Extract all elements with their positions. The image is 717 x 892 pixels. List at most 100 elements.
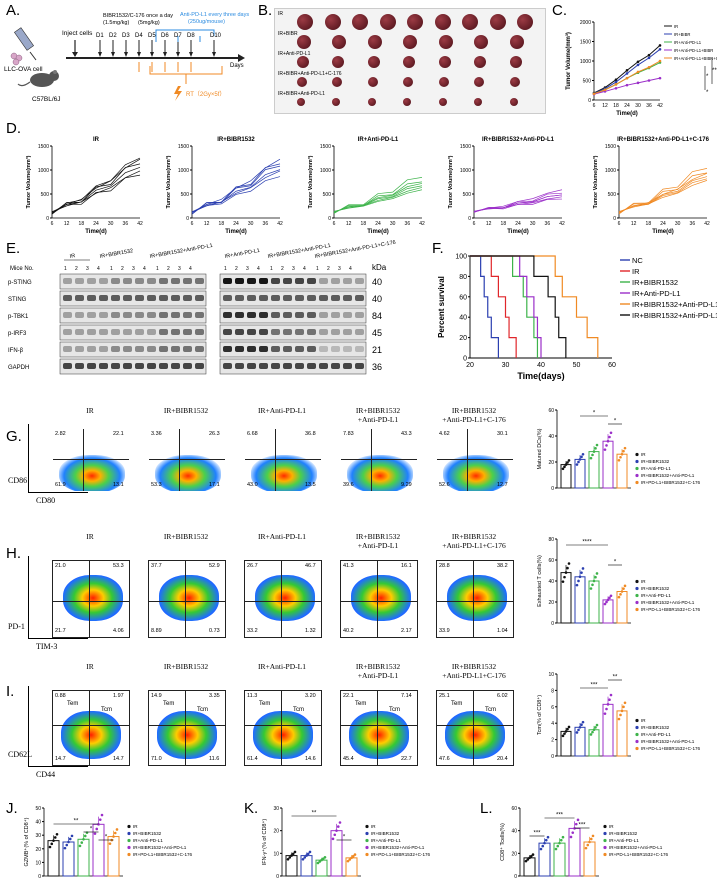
y-tick-label: 60 xyxy=(459,294,467,301)
flow-plot: 3.36 26.3 53.3 17.1 xyxy=(148,428,226,492)
x-tick-label: 6 xyxy=(333,221,336,227)
quadrant-gate xyxy=(341,459,417,460)
blot-band xyxy=(75,295,84,301)
quadrant-gate xyxy=(281,691,282,765)
data-point xyxy=(567,459,571,462)
tumor-specimen xyxy=(407,14,424,30)
data-point xyxy=(108,842,112,845)
blot-band xyxy=(271,346,280,352)
quadrant-gate xyxy=(377,691,378,765)
flow-plot-title: IR+BIBR1532 +Anti-PD-L1+C-176 xyxy=(442,406,506,424)
y-tick-label: 100 xyxy=(455,254,467,261)
x-tick-label: 42 xyxy=(419,221,425,227)
x-axis-label: Time(d) xyxy=(507,229,529,235)
x-tick-label: 42 xyxy=(657,103,663,109)
blot-band xyxy=(111,363,120,369)
density-cloud xyxy=(255,575,315,621)
data-point xyxy=(556,844,560,848)
bar xyxy=(574,576,586,624)
data-point xyxy=(609,594,613,598)
flow-x-label: CD80 xyxy=(36,496,56,505)
quadrant-gate xyxy=(89,561,90,637)
day-arrowhead xyxy=(124,52,128,57)
tumor-specimen xyxy=(332,35,347,49)
tumor-row-label: IR xyxy=(278,11,283,17)
x-tick-label: 6 xyxy=(593,103,596,109)
quadrant-value: 17.1 xyxy=(209,482,220,488)
quadrant-gate xyxy=(437,725,513,726)
y-tick-label: 40 xyxy=(459,315,467,322)
data-point xyxy=(561,835,565,839)
panel-g-flow: 2.82 22.1 61.9 13.1 IR 3.36 26.3 53.3 17.1 IR+BIB… xyxy=(0,390,525,510)
quadrant-value: 39.6 xyxy=(343,482,354,488)
legend-label: IR+Anti-PD-L1 xyxy=(632,289,681,298)
blot-row-label: p-IRF3 xyxy=(8,331,27,337)
data-point xyxy=(589,587,593,590)
density-cloud xyxy=(349,711,409,759)
quadrant-value: 46.7 xyxy=(305,563,316,569)
quadrant-value: 3.36 xyxy=(151,431,162,437)
flow-y-label: PD-1 xyxy=(8,622,25,631)
legend-dot xyxy=(635,718,639,723)
data-point xyxy=(614,78,618,82)
quadrant-value: 14.9 xyxy=(151,693,162,699)
data-point xyxy=(574,822,578,826)
data-point xyxy=(350,856,353,860)
blot-band xyxy=(259,312,268,318)
data-point xyxy=(606,703,610,706)
data-point xyxy=(563,732,566,735)
data-point xyxy=(70,834,74,838)
data-point xyxy=(83,834,87,838)
tumor-specimen xyxy=(462,14,479,30)
y-tick-label: 60 xyxy=(548,558,554,564)
data-point xyxy=(113,831,117,835)
quadrant-value: 22.1 xyxy=(343,693,354,699)
quadrant-value: 71.0 xyxy=(151,756,162,762)
flow-plot-title: IR xyxy=(86,532,94,541)
tumor-specimen xyxy=(332,77,343,87)
data-point xyxy=(581,452,585,456)
panel-label-h: H. xyxy=(6,545,21,562)
legend-dot xyxy=(603,824,607,829)
quadrant-value: 30.1 xyxy=(497,431,508,437)
tem-label: Tem xyxy=(355,701,367,707)
blot-band xyxy=(195,346,204,352)
legend-label: IR+BIBR1532+Anti-PD-L1+C-176 xyxy=(632,311,717,320)
y-tick-label: 0 xyxy=(328,216,331,222)
y-tick-label: 500 xyxy=(583,79,592,85)
sig-label: * xyxy=(90,827,93,833)
blot-band xyxy=(63,329,72,335)
flow-plot-title: IR+BIBR1532 xyxy=(163,406,209,415)
mouse-curve xyxy=(51,174,141,214)
x-tick-label: 18 xyxy=(501,221,507,227)
quadrant-value: 45.4 xyxy=(343,756,354,762)
x-tick-label: 60 xyxy=(608,362,616,369)
data-point xyxy=(605,444,608,447)
density-cloud xyxy=(63,575,123,621)
data-point xyxy=(591,730,594,734)
mouse-curve xyxy=(191,165,281,215)
tumor-specimen xyxy=(438,35,453,49)
blot-band xyxy=(123,312,132,318)
drug1c-label: (5mg/kg) xyxy=(138,20,160,26)
panel-c-chart: 0 500 1000 1500 2000 6 12 18 24 30 36 42 Time(d) Tumo… xyxy=(560,14,717,122)
data-point xyxy=(636,60,640,64)
quadrant-value: 33.9 xyxy=(439,628,450,634)
data-point xyxy=(619,713,622,717)
y-tick-label: 6 xyxy=(551,705,554,711)
blot-band xyxy=(331,346,340,352)
bar xyxy=(568,827,581,877)
quadrant-gate xyxy=(377,561,378,637)
legend-label: IR+BIBR1532+Anti-PD-L1 xyxy=(641,473,695,478)
tumor-row-label: IR+Anti-PD-L1 xyxy=(278,51,311,57)
y-tick-label: 1500 xyxy=(605,144,616,150)
quadrant-gate xyxy=(149,601,225,602)
y-tick-label: 1500 xyxy=(38,144,49,150)
y-axis-label: Tumor Volume(mm³) xyxy=(447,155,454,208)
legend-label: IR+BIBR1532+Anti-PD-L1 xyxy=(641,600,695,605)
lightning-icon xyxy=(174,86,182,101)
flow-plot: 6.68 36.8 43.0 13.5 xyxy=(244,428,322,492)
tumor-specimen xyxy=(438,77,449,87)
survival-curve xyxy=(470,255,517,358)
